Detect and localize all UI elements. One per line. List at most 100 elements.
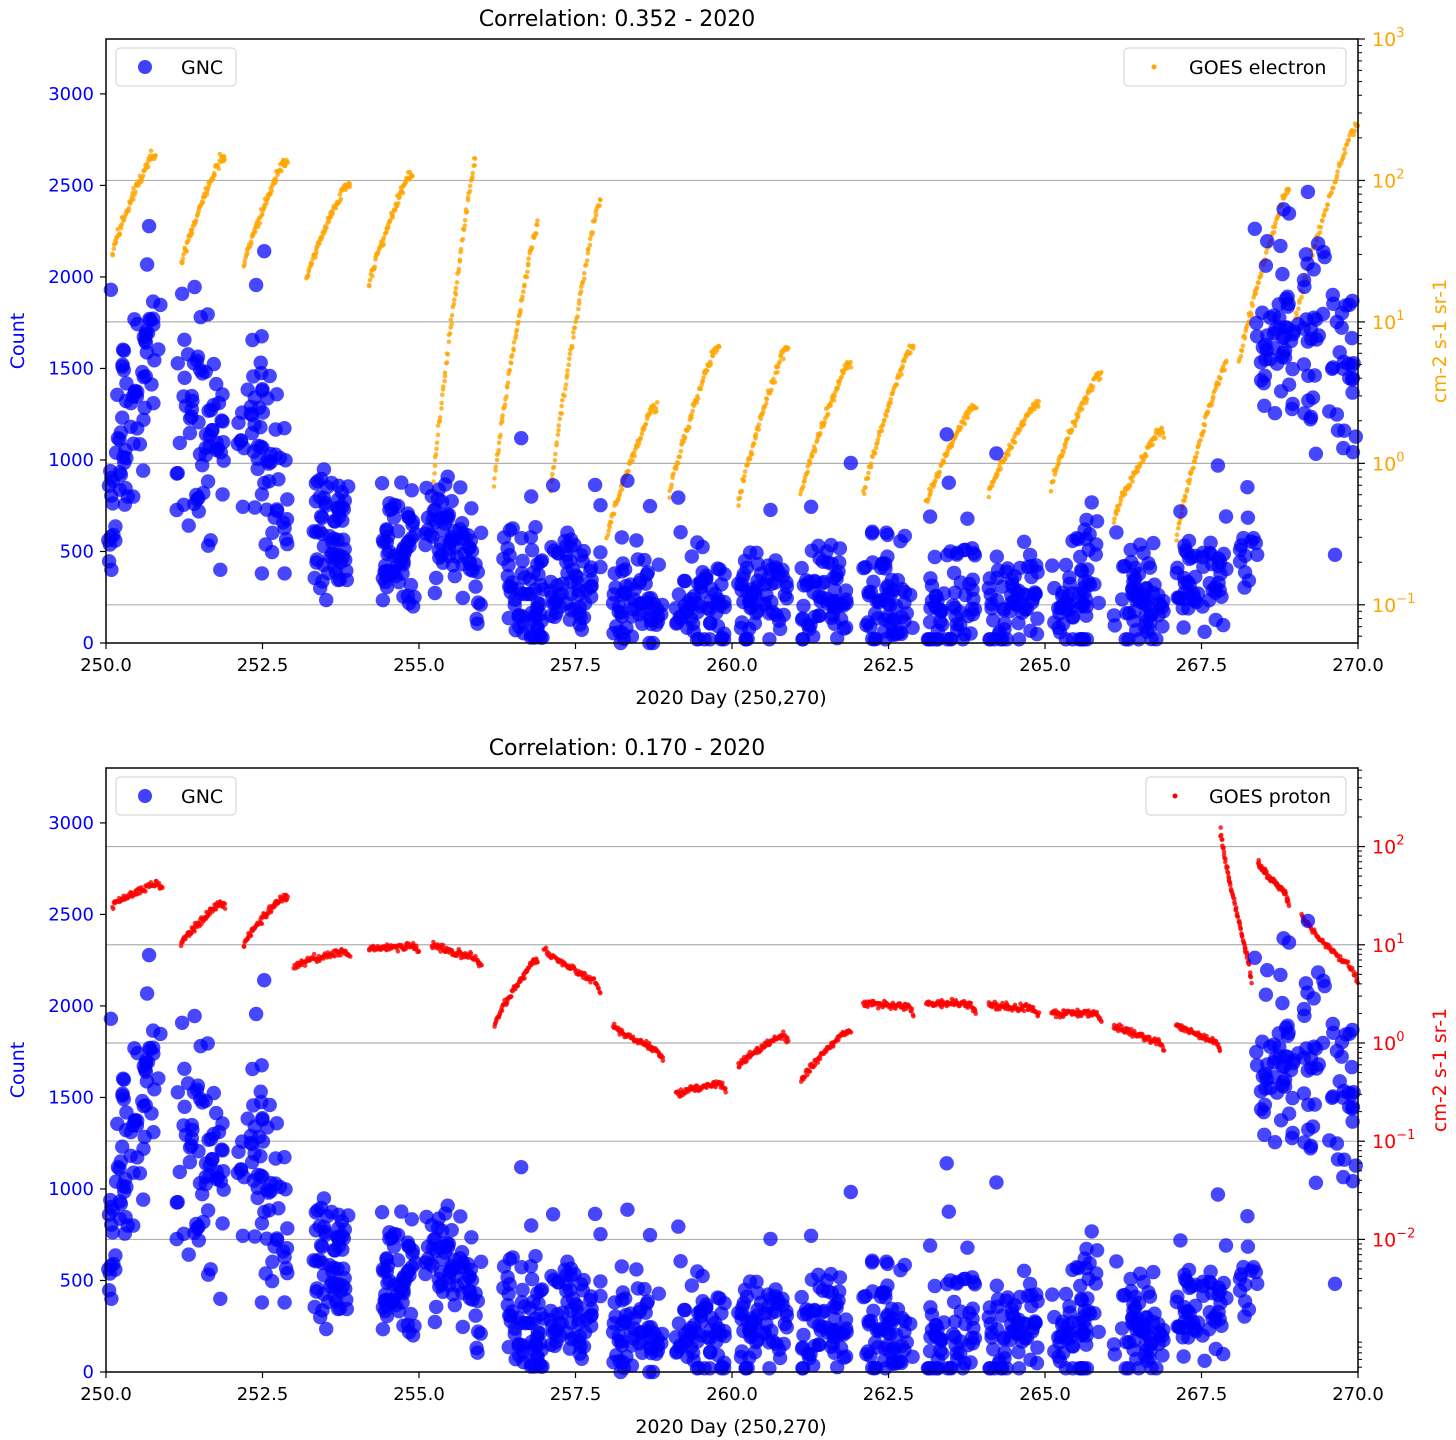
goes-point (636, 441, 642, 446)
gnc-point (1118, 632, 1133, 647)
gnc-point (772, 1350, 788, 1366)
goes-point (557, 416, 563, 422)
gnc-point (524, 1343, 540, 1358)
legend-gnc-marker (138, 60, 152, 74)
goes-point (1228, 882, 1233, 888)
goes-point (974, 405, 979, 411)
gnc-point (684, 549, 699, 564)
goes-point (1194, 450, 1200, 456)
gnc-point (277, 1295, 292, 1310)
goes-point (370, 274, 375, 279)
x-tick-label: 270.0 (1332, 655, 1384, 676)
gnc-point (215, 1143, 230, 1158)
gnc-point (826, 1329, 842, 1344)
goes-point (366, 282, 372, 288)
goes-point (690, 408, 695, 414)
goes-point (932, 478, 938, 483)
goes-point (990, 483, 995, 489)
goes-point (468, 951, 474, 956)
goes-point (520, 294, 525, 300)
goes-point (1272, 224, 1278, 229)
x-axis-ticks: 250.0 252.5 255.0 257.5 260.0 262.5 265.0 267.5… (80, 643, 1384, 676)
gnc-point (136, 412, 151, 427)
gnc-point (116, 362, 131, 378)
gnc-point (253, 420, 268, 435)
gnc-point (1348, 429, 1364, 444)
goes-point (575, 314, 580, 319)
gnc-point (615, 556, 631, 571)
goes-point (113, 240, 119, 245)
gnc-point (280, 1221, 295, 1236)
gnc-point (796, 1327, 811, 1343)
gnc-point (923, 571, 938, 586)
gnc-point (137, 333, 153, 348)
gnc-point (201, 1267, 216, 1282)
gnc-point (772, 621, 788, 637)
gnc-point (277, 520, 292, 536)
gnc-point (996, 603, 1012, 618)
gnc-point (280, 492, 295, 507)
goes-point (212, 170, 217, 176)
gnc-point (335, 549, 351, 565)
gnc-point (514, 431, 529, 446)
goes-point (1205, 409, 1211, 415)
goes-point (1117, 501, 1123, 507)
gnc-point (464, 1230, 479, 1245)
gnc-point (1256, 376, 1272, 391)
gnc-point (815, 576, 830, 591)
goes-point (1271, 229, 1277, 235)
goes-point (494, 457, 500, 463)
gnc-point (254, 487, 270, 502)
gnc-point (470, 1345, 485, 1360)
gnc-point (960, 511, 975, 526)
gnc-point (939, 427, 954, 442)
goes-point (1184, 486, 1190, 492)
goes-point (434, 446, 439, 452)
goes-point (453, 292, 459, 297)
gnc-point (257, 475, 272, 491)
gnc-point (255, 1112, 270, 1127)
gnc-point (468, 579, 483, 594)
goes-point (444, 360, 450, 365)
gnc-point (253, 1149, 268, 1164)
gnc-point (174, 286, 190, 301)
gnc-point (502, 523, 518, 538)
goes-point (626, 468, 631, 474)
goes-point (583, 262, 589, 268)
gnc-point (375, 593, 391, 608)
goes-point (581, 271, 587, 276)
gnc-point (435, 1284, 451, 1300)
goes-point (598, 990, 603, 996)
gnc-point (280, 1265, 295, 1281)
legend-gnc-label: GNC (181, 57, 223, 79)
goes-point (651, 402, 656, 408)
gnc-point (400, 506, 415, 521)
gnc-point (201, 403, 216, 418)
goes-point (585, 250, 591, 256)
gnc-point (515, 553, 530, 569)
gnc-point (462, 562, 478, 577)
gnc-point (762, 1361, 777, 1376)
goes-point (467, 183, 473, 189)
gnc-point (1011, 632, 1027, 647)
goes-point (245, 251, 250, 257)
goes-point (807, 461, 813, 467)
gnc-point (738, 632, 754, 647)
goes-point (1243, 945, 1248, 951)
goes-point (973, 1011, 978, 1016)
gnc-point (313, 1309, 328, 1325)
gnc-point (524, 489, 539, 504)
gnc-point (1011, 583, 1027, 598)
goes-point (903, 354, 909, 359)
gnc-point (141, 947, 157, 963)
goes-point (958, 425, 964, 430)
y-axis-label: Count (7, 313, 29, 369)
goes-point (968, 1000, 974, 1006)
goes-point (868, 461, 874, 467)
goes-point (432, 463, 438, 469)
gnc-point (572, 617, 587, 632)
gnc-point (693, 574, 708, 590)
gnc-point (795, 632, 811, 647)
gnc-point (795, 1361, 811, 1376)
